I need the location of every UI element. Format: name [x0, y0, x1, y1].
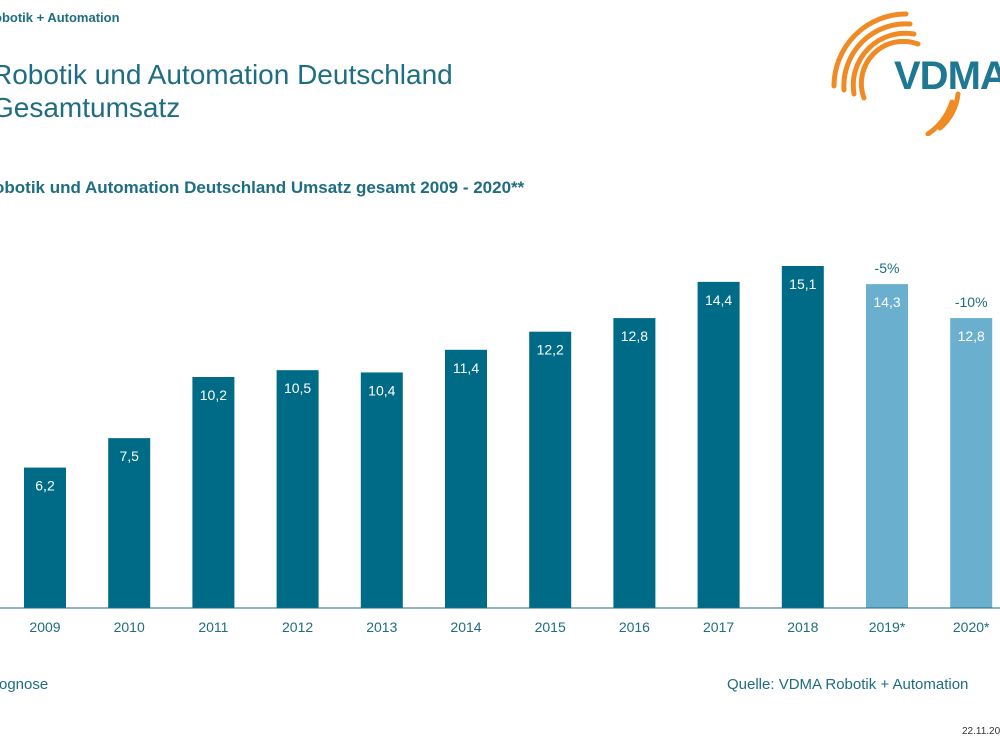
bar-value-label: 12,2 [537, 342, 564, 358]
bar-2016 [613, 318, 656, 608]
bar-value-label: 6,2 [35, 478, 55, 494]
x-tick-label: 2019* [869, 619, 906, 635]
vdma-logo: VDMA [828, 8, 1000, 136]
title-line-2: Gesamtumsatz [0, 92, 181, 123]
bar-value-label: 10,2 [200, 387, 227, 403]
bar-2020 [950, 318, 993, 608]
bar-value-label: 11,4 [453, 360, 479, 376]
forecast-footnote: rognose [0, 676, 49, 693]
bar-value-label: 14,3 [873, 294, 900, 310]
bar-2012 [276, 370, 319, 608]
bar-2014 [445, 349, 487, 608]
bar-2009 [24, 467, 66, 608]
date-label: 22.11.2019 [962, 726, 1000, 737]
x-tick-label: 2018 [787, 619, 818, 635]
x-tick-label: 2014 [450, 619, 481, 635]
x-tick-label: 2011 [198, 619, 228, 635]
bar-2018 [781, 266, 824, 608]
bar-2019 [866, 284, 908, 608]
bar-value-label: 14,4 [705, 292, 732, 308]
x-tick-label: 2017 [703, 619, 734, 635]
bar-value-label: 10,4 [368, 382, 395, 398]
logo-text: VDMA [894, 54, 1000, 98]
bar-value-label: 15,1 [789, 276, 816, 292]
change-annotation: -10% [955, 294, 988, 310]
source-note: Quelle: VDMA Robotik + Automation [727, 676, 969, 693]
x-tick-label: 2013 [366, 619, 397, 635]
bar-value-label: 10,5 [284, 380, 311, 396]
bar-2010 [108, 438, 151, 608]
bar-2015 [529, 331, 572, 608]
title-line-1: Robotik und Automation Deutschland [0, 59, 453, 90]
bar-2013 [360, 372, 403, 608]
x-tick-label: 2016 [619, 619, 650, 635]
header-top-label: obotik + Automation [0, 10, 120, 25]
chart-title: obotik und Automation Deutschland Umsatz… [0, 178, 525, 197]
page-title: Robotik und Automation Deutschland Gesam… [0, 58, 453, 124]
bar-value-label: 7,5 [119, 448, 139, 464]
bar-value-label: 12,8 [621, 328, 648, 344]
bar-value-label: 12,8 [958, 328, 985, 344]
bar-2017 [697, 281, 740, 608]
x-tick-label: 2015 [535, 619, 566, 635]
bar-chart: 6,2 2009 7,5 2010 10,2 2011 10,5 2012 10,4 2013 11… [0, 260, 1000, 635]
x-tick-label: 2010 [114, 619, 145, 635]
x-tick-label: 2012 [282, 619, 313, 635]
bar-2011 [192, 376, 235, 608]
change-annotation: -5% [875, 260, 900, 276]
x-tick-label: 2020* [953, 619, 990, 635]
logo-arcs-icon [831, 11, 961, 136]
x-tick-label: 2009 [29, 619, 60, 635]
